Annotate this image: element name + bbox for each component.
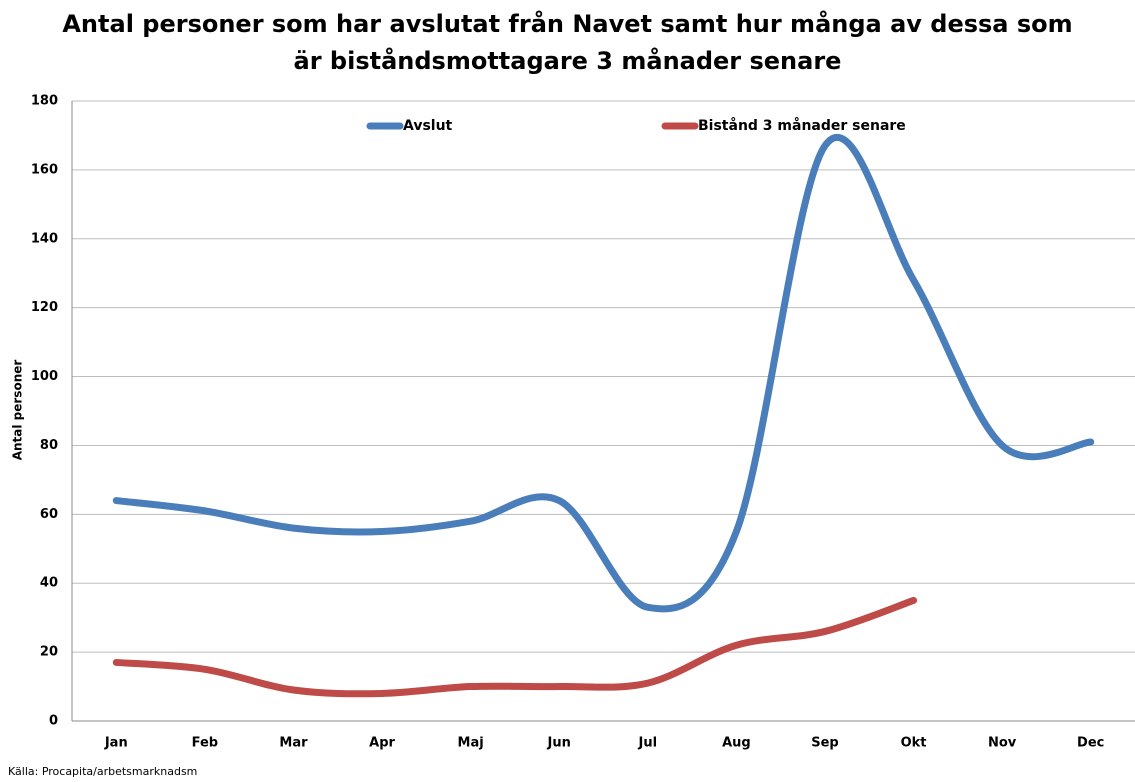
y-tick-label: 80 — [40, 438, 58, 453]
x-tick-label: Mar — [279, 736, 308, 751]
y-tick-label: 20 — [40, 645, 58, 660]
legend-label: Bistånd 3 månader senare — [698, 117, 906, 134]
x-tick-label: Okt — [901, 736, 927, 751]
series-line — [112, 596, 918, 698]
chart-title: Antal personer som har avslutat från Nav… — [62, 10, 1073, 75]
y-tick-label: 0 — [49, 714, 58, 729]
x-tick-label: Aug — [722, 736, 751, 751]
legend-label: Avslut — [403, 118, 453, 134]
series-line — [112, 134, 1095, 613]
x-tick-label: Nov — [988, 736, 1017, 751]
x-tick-label: Dec — [1077, 736, 1104, 751]
x-tick-label: Maj — [458, 736, 484, 751]
x-tick-label: Jun — [547, 736, 571, 751]
x-tick-label: Jan — [104, 736, 128, 751]
x-tick-label: Feb — [192, 736, 218, 751]
y-tick-label: 180 — [31, 94, 58, 109]
x-tick-label: Sep — [811, 736, 839, 751]
y-tick-label: 140 — [31, 231, 58, 246]
y-tick-label: 160 — [31, 162, 58, 177]
source-note: Källa: Procapita/arbetsmarknadsm — [8, 765, 197, 778]
y-tick-label: 40 — [40, 576, 58, 591]
x-tick-label: Jul — [638, 736, 658, 751]
y-tick-label: 60 — [40, 507, 58, 522]
x-tick-label: Apr — [369, 736, 395, 751]
y-tick-label: 100 — [31, 369, 58, 384]
y-axis-label: Antal personer — [11, 360, 25, 461]
y-tick-label: 120 — [31, 300, 58, 315]
